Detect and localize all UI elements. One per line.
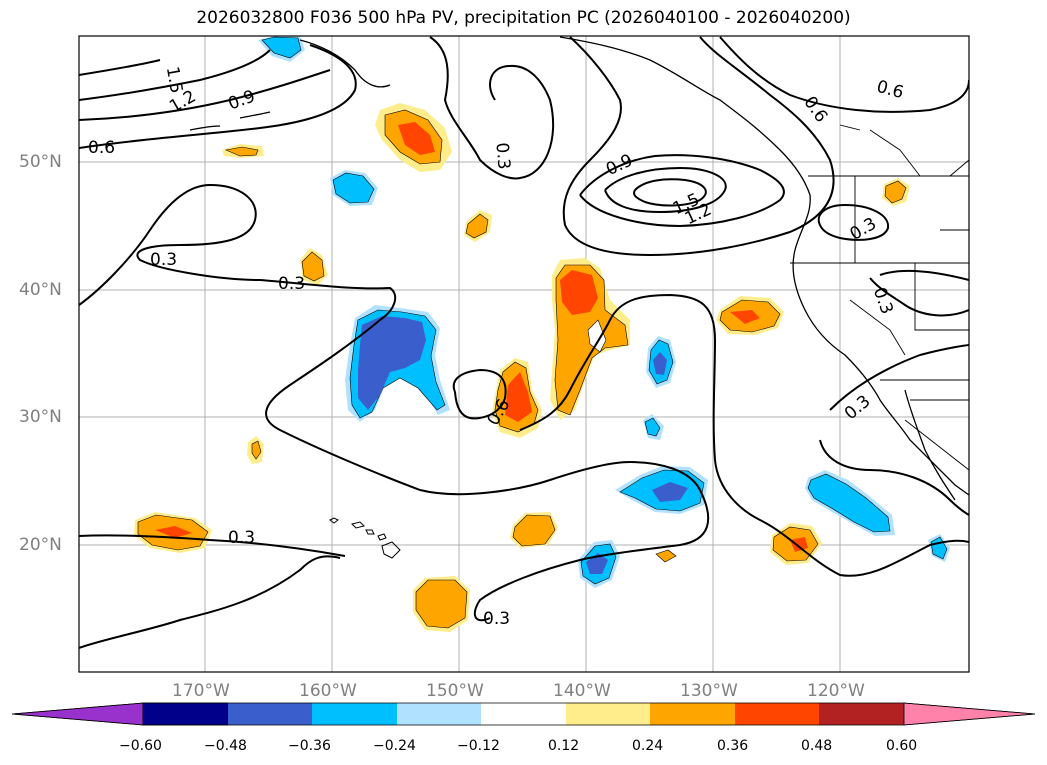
colorbar-tick: 0.60 [886,738,918,754]
contour-label: 0.6 [88,138,115,158]
lat-label-50n: 50°N [19,152,62,172]
lon-label-160w: 160°W [299,681,357,701]
lat-label-20n: 20°N [19,535,62,555]
contour-label: 0.3 [150,250,177,270]
pv-contours [79,36,969,649]
colorbar-tick: −0.24 [373,738,416,754]
colorbar-tick: 0.36 [717,738,749,754]
lon-label-150w: 150°W [426,681,484,701]
precip-negative [258,36,950,588]
colorbar-tick: 0.24 [632,738,664,754]
colorbar-tick: 0.48 [801,738,833,754]
colorbar-tick: −0.36 [288,738,331,754]
contour-label: 0.3 [278,274,305,294]
map-title: 2026032800 F036 500 hPa PV, precipitatio… [196,8,851,28]
contour-label: 0.9 [226,86,258,114]
plot-area [79,36,969,672]
contour-label: 1.5 [162,65,186,95]
contour-label: 0.6 [874,77,905,103]
map-frame [78,35,970,673]
contour-label: 0.3 [483,609,510,629]
colorbar-tick: −0.48 [204,738,247,754]
lon-label-170w: 170°W [172,681,230,701]
lat-label-30n: 30°N [19,407,62,427]
contour-label: 0.3 [228,528,255,548]
colorbar-tick: −0.12 [457,738,500,754]
lon-label-120w: 120°W [807,681,865,701]
borders [790,124,969,471]
colorbar-tick: 0.12 [548,738,580,754]
lat-label-40n: 40°N [19,280,62,300]
lon-label-140w: 140°W [553,681,611,701]
colorbar [11,702,1036,726]
colorbar-tick: −0.60 [119,738,162,754]
colorbar-extend-min [11,702,144,726]
hawaii-islands [329,517,401,559]
coastlines [189,36,969,501]
colorbar-extend-max [903,702,1036,726]
contour-label: 0.3 [491,142,513,171]
lon-label-130w: 130°W [680,681,738,701]
contour-label: 0.6 [799,93,831,127]
precip-positive [134,103,910,632]
